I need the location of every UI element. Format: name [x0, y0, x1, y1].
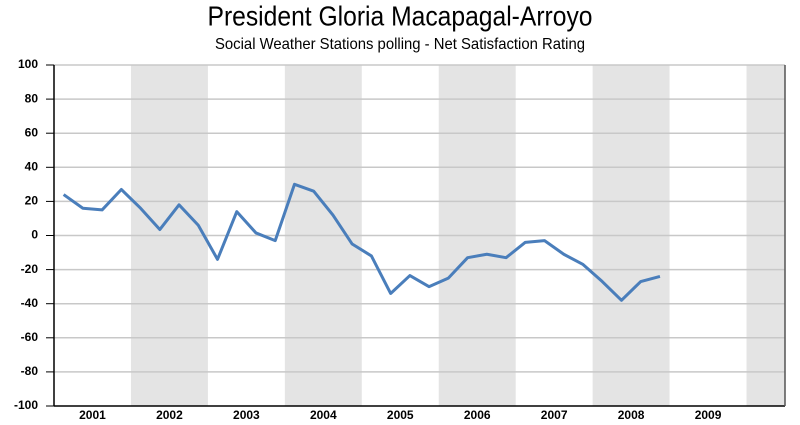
chart-title: President Gloria Macapagal-Arroyo — [208, 0, 593, 31]
line — [62, 182, 661, 302]
y-tick-label: 80 — [25, 91, 39, 105]
chart-subtitle: Social Weather Stations polling - Net Sa… — [215, 36, 585, 53]
y-tick-label: 0 — [31, 228, 38, 242]
y-tick-label: 20 — [25, 194, 39, 208]
y-tick-label: -40 — [21, 296, 39, 310]
y-tick-label: -100 — [14, 398, 38, 412]
y-tick-label: -60 — [21, 330, 39, 344]
y-tick-label: -20 — [21, 262, 39, 276]
x-tick-label: 2001 — [79, 408, 106, 422]
x-tick-label: 2003 — [233, 408, 260, 422]
x-tick-label: 2007 — [541, 408, 568, 422]
y-tick-label: 100 — [18, 57, 38, 71]
x-tick-label: 2004 — [310, 408, 337, 422]
x-tick-label: 2006 — [464, 408, 491, 422]
x-tick-label: 2009 — [695, 408, 722, 422]
y-tick-label: -80 — [21, 364, 39, 378]
y-tick-label: 40 — [25, 159, 39, 173]
y-tick-label: 60 — [25, 125, 39, 139]
x-tick-label: 2002 — [156, 408, 183, 422]
x-tick-label: 2008 — [618, 408, 645, 422]
x-tick-label: 2005 — [387, 408, 414, 422]
